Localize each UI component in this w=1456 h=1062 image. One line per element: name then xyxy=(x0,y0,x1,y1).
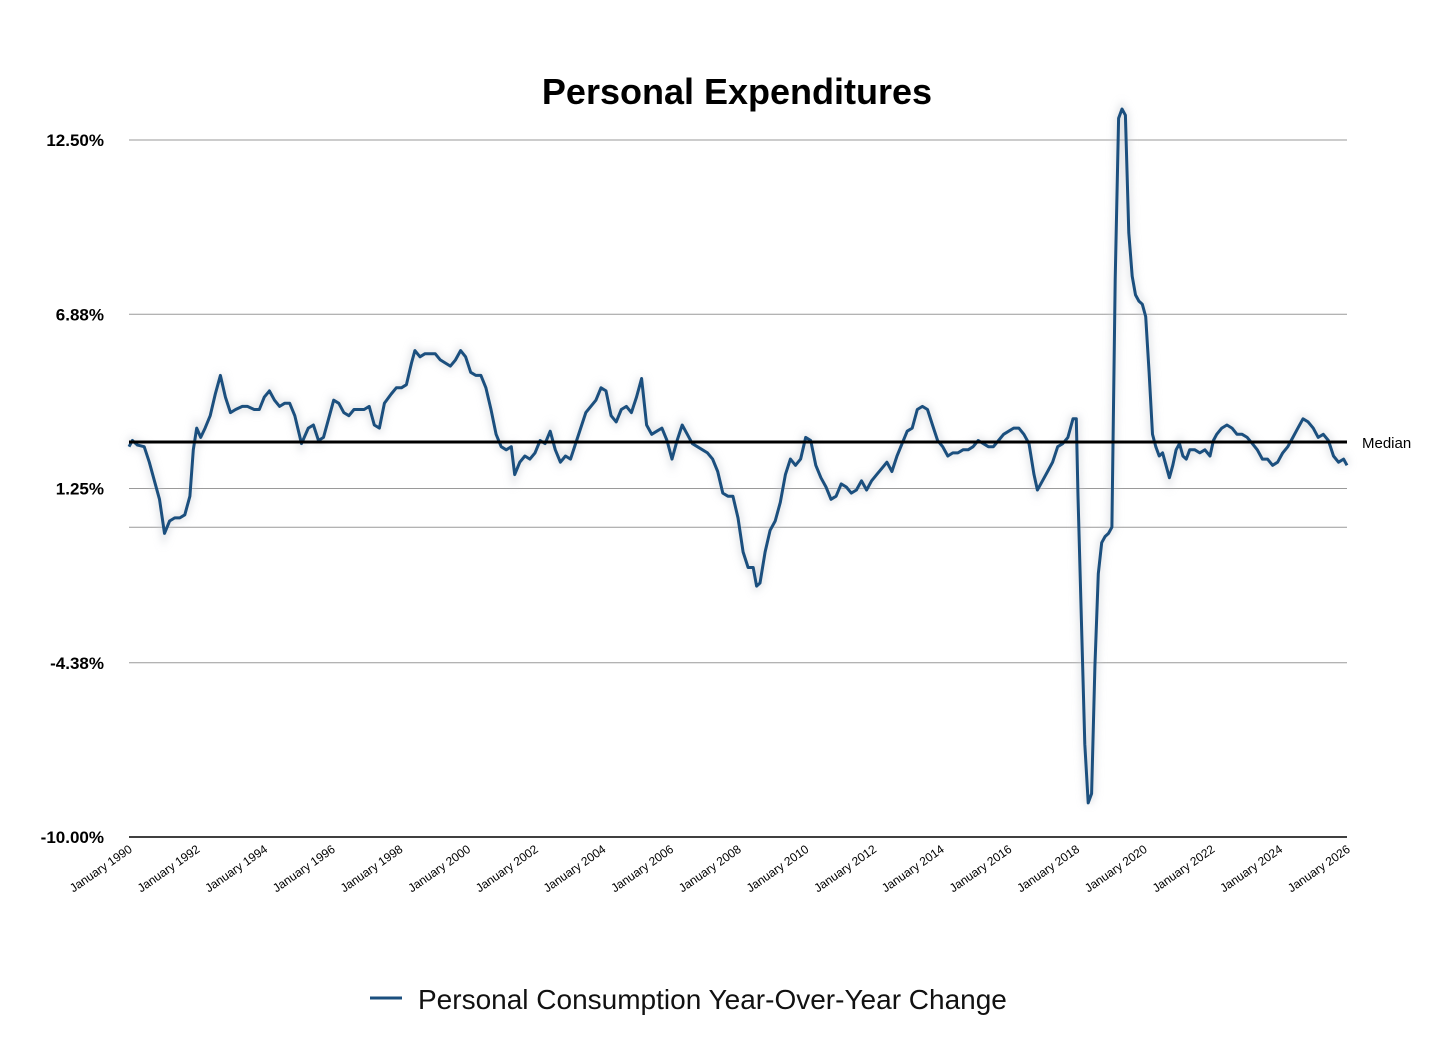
gridlines xyxy=(129,139,1347,664)
x-tick-label: January 2006 xyxy=(608,842,676,895)
x-tick-label: January 1998 xyxy=(338,842,406,895)
x-tick-label: January 1994 xyxy=(202,842,270,895)
y-tick-label: -10.00% xyxy=(41,828,104,847)
y-tick-label: 1.25% xyxy=(56,480,104,499)
y-axis-ticks: 12.50% 6.88% 1.25% -4.38% -10.00% xyxy=(41,131,104,847)
x-tick-label: January 2008 xyxy=(676,842,744,895)
x-tick-label: January 2010 xyxy=(744,842,812,895)
x-tick-label: January 1990 xyxy=(67,842,135,895)
x-tick-label: January 2016 xyxy=(947,842,1015,895)
series-line xyxy=(127,107,1349,805)
legend: Personal Consumption Year-Over-Year Chan… xyxy=(370,984,1007,1015)
x-tick-label: January 2024 xyxy=(1217,842,1285,895)
x-tick-label: January 2026 xyxy=(1285,842,1353,895)
x-axis-ticks: January 1990 January 1992 January 1994 Janu… xyxy=(67,842,1353,895)
x-tick-label: January 2000 xyxy=(405,842,473,895)
x-tick-label: January 2002 xyxy=(473,842,541,895)
x-tick-label: January 2014 xyxy=(879,842,947,895)
x-tick-label: January 2022 xyxy=(1150,842,1218,895)
x-tick-label: January 1992 xyxy=(135,842,203,895)
series-layer xyxy=(125,100,1351,805)
x-tick-label: January 2018 xyxy=(1014,842,1082,895)
x-tick-label: January 2004 xyxy=(541,842,609,895)
y-tick-label: 6.88% xyxy=(56,305,104,324)
x-tick-label: January 2012 xyxy=(811,842,879,895)
y-tick-label: -4.38% xyxy=(50,654,104,673)
y-tick-label: 12.50% xyxy=(46,131,104,150)
x-tick-label: January 2020 xyxy=(1082,842,1150,895)
legend-label: Personal Consumption Year-Over-Year Chan… xyxy=(418,984,1007,1015)
median-layer: Median xyxy=(129,435,1411,452)
median-label: Median xyxy=(1362,435,1411,452)
x-tick-label: January 1996 xyxy=(270,842,338,895)
chart-title: Personal Expenditures xyxy=(542,71,932,112)
